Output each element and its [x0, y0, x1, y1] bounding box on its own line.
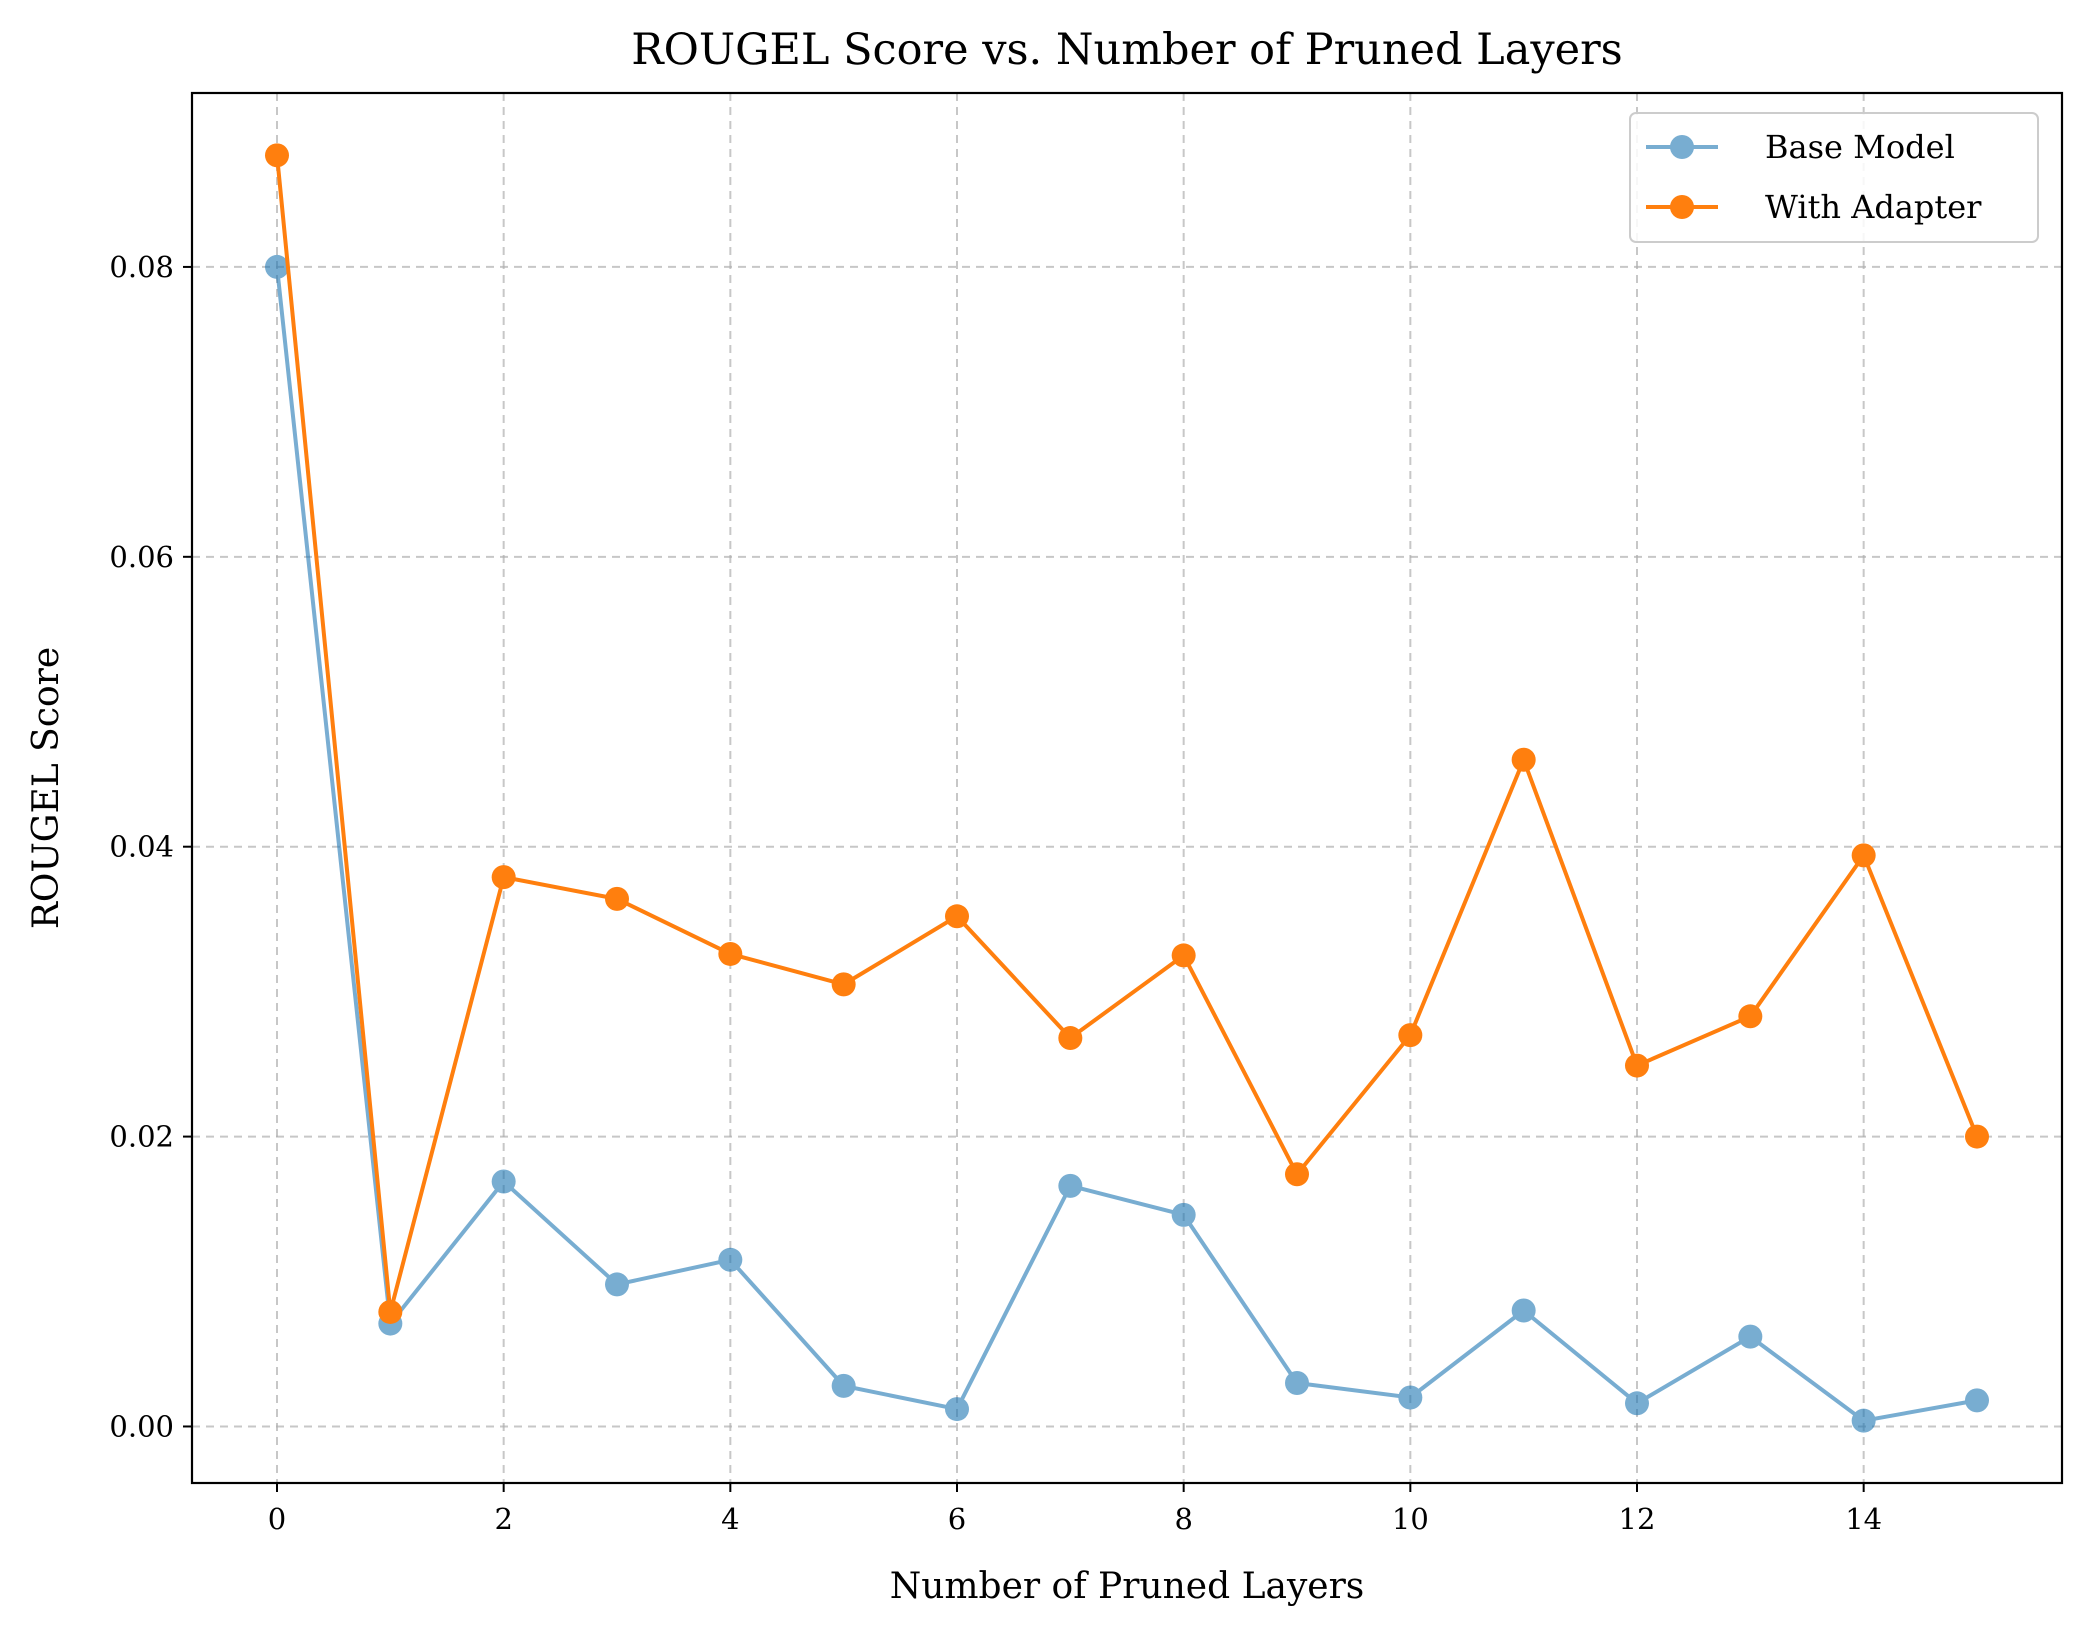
legend-marker-base-model [1646, 135, 1718, 159]
data-point-base-model [1965, 1388, 1989, 1413]
ticks: 0 2 4 6 8 10 12 14 0.00 0.02 0.04 0.06 0.08 [109, 250, 1882, 1536]
plot-frame [190, 91, 2064, 1485]
data-point-with-adapter [718, 941, 743, 966]
grid [192, 93, 2062, 1483]
legend-marker-with-adapter [1646, 195, 1718, 219]
x-tick-label: 6 [948, 1502, 966, 1536]
legend-label: Base Model [1765, 128, 1955, 166]
data-point-with-adapter [265, 143, 289, 168]
series-layer [265, 143, 1989, 1433]
chart-title: ROUGEL Score vs. Number of Pruned Layers [631, 25, 1622, 75]
data-point-with-adapter [1851, 843, 1876, 868]
x-axis-label: Number of Pruned Layers [890, 1566, 1365, 1607]
data-point-base-model [1738, 1324, 1763, 1349]
x-tick-label: 4 [721, 1502, 739, 1536]
series-line-with-adapter [275, 155, 1979, 1314]
x-tick-label: 8 [1174, 1502, 1192, 1536]
data-point-base-model [831, 1373, 856, 1398]
data-point-base-model [945, 1397, 969, 1422]
data-point-base-model [1285, 1370, 1309, 1395]
data-point-with-adapter [1625, 1053, 1649, 1078]
y-tick-label: 0.00 [109, 1409, 174, 1443]
y-tick-label: 0.06 [109, 540, 174, 574]
data-point-with-adapter [491, 865, 516, 890]
legend-label: With Adapter [1765, 188, 1982, 226]
data-point-base-model [1511, 1298, 1536, 1323]
data-point-with-adapter [945, 904, 969, 929]
data-point-with-adapter [1285, 1162, 1309, 1187]
y-tick-label: 0.04 [109, 830, 174, 864]
legend-point [1670, 195, 1694, 219]
data-point-base-model [265, 254, 289, 279]
x-tick-label: 12 [1619, 1502, 1656, 1536]
x-tick-label: 10 [1392, 1502, 1429, 1536]
data-point-with-adapter [1965, 1124, 1989, 1149]
data-point-with-adapter [1511, 747, 1536, 772]
data-point-base-model [718, 1247, 743, 1272]
y-tick-label: 0.02 [109, 1120, 174, 1154]
data-point-with-adapter [1171, 943, 1196, 968]
legend-point [1670, 135, 1694, 159]
legend: Base Model With Adapter [1629, 112, 2039, 243]
data-point-with-adapter [1398, 1023, 1423, 1048]
data-point-base-model [1851, 1408, 1876, 1433]
x-tick-label: 0 [268, 1502, 286, 1536]
x-tick-label: 14 [1845, 1502, 1882, 1536]
data-point-base-model [1398, 1385, 1423, 1410]
data-point-with-adapter [378, 1299, 403, 1324]
data-point-with-adapter [831, 972, 856, 997]
y-tick-label: 0.08 [109, 250, 174, 284]
data-point-with-adapter [605, 886, 629, 911]
series-with-adapter [265, 143, 1989, 1324]
series-base-model [265, 254, 1989, 1433]
data-point-base-model [491, 1169, 516, 1194]
x-tick-label: 2 [494, 1502, 512, 1536]
data-point-base-model [605, 1272, 629, 1297]
series-line-base-model [275, 266, 1978, 1423]
data-point-with-adapter [1738, 1004, 1763, 1029]
data-point-base-model [1625, 1391, 1649, 1416]
data-point-base-model [1171, 1202, 1196, 1227]
data-point-with-adapter [1058, 1026, 1083, 1051]
data-point-base-model [1058, 1173, 1083, 1198]
y-axis-label: ROUGEL Score [26, 647, 67, 929]
legend-box [1629, 112, 2039, 243]
